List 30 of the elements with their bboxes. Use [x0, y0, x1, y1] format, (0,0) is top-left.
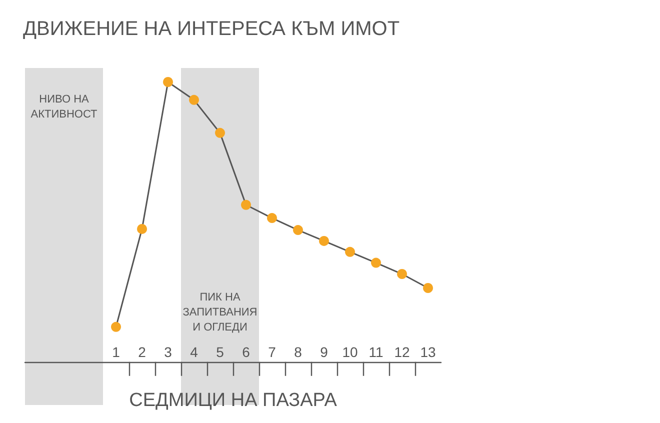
- point: [163, 76, 173, 87]
- x-tick-label: 12: [394, 344, 410, 360]
- x-axis-title: СЕДМИЦИ НА ПАЗАРА: [129, 390, 338, 411]
- x-tick-label: 9: [320, 344, 328, 360]
- x-tick-label: 4: [190, 344, 198, 360]
- x-tick-label: 13: [420, 344, 436, 360]
- point: [111, 322, 121, 332]
- point: [397, 269, 407, 280]
- x-tick-label: 2: [138, 344, 146, 360]
- chart-title: ДВИЖЕНИЕ НА ИНТЕРЕСА КЪМ ИМОТ: [23, 18, 400, 40]
- x-tick-label: 8: [294, 344, 302, 360]
- point: [345, 246, 355, 257]
- point: [293, 225, 303, 236]
- point: [371, 258, 381, 268]
- x-tick-label: 3: [164, 344, 172, 360]
- x-tick-label: 7: [268, 344, 276, 360]
- point: [319, 236, 329, 246]
- x-tick-label: 10: [342, 344, 358, 360]
- x-tick-label: 5: [216, 344, 224, 360]
- band-label: НИВО НА АКТИВНОСТ: [30, 94, 98, 120]
- point: [241, 200, 251, 210]
- point: [267, 213, 277, 224]
- x-tick-label: 1: [112, 344, 120, 360]
- point: [137, 224, 147, 234]
- band-label: ПИК НА ЗАПИТВАНИЯ И ОГЛЕДИ: [182, 292, 258, 334]
- x-tick-label: 11: [368, 344, 384, 360]
- point: [215, 128, 225, 138]
- point: [423, 283, 433, 293]
- x-tick-label: 6: [242, 344, 250, 360]
- point: [189, 94, 199, 105]
